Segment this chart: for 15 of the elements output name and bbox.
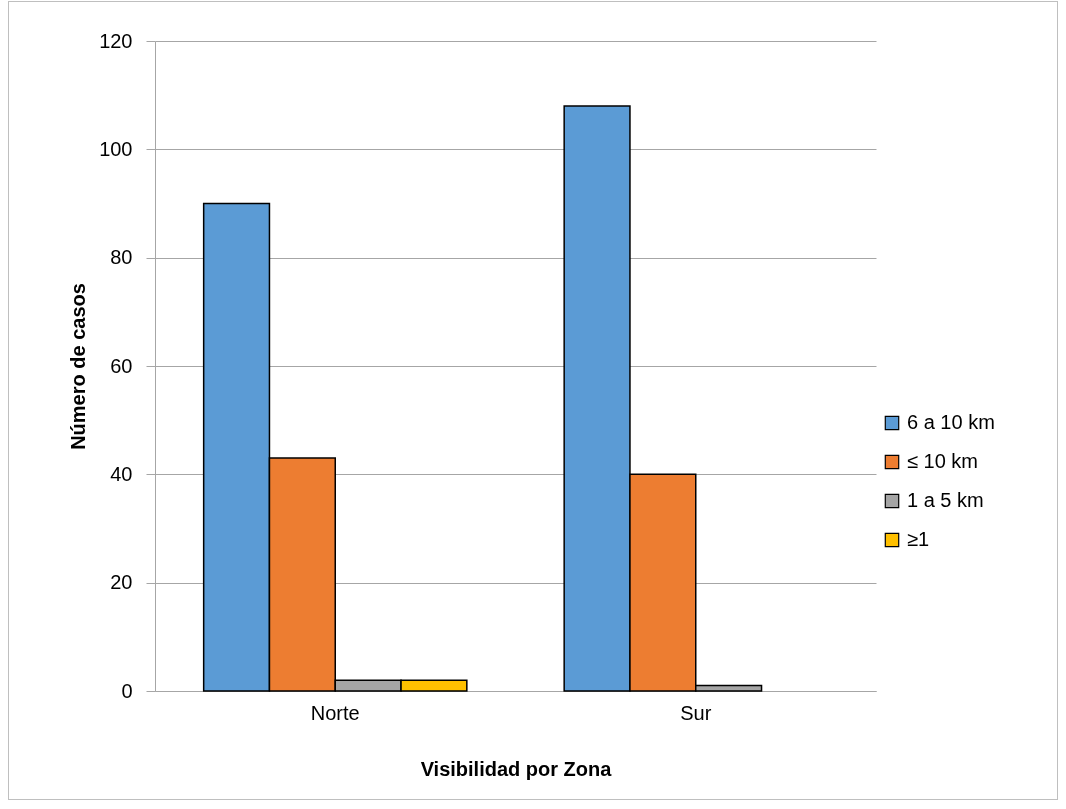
- legend-label: ≤ 10 km: [907, 450, 978, 472]
- y-tick-label: 60: [110, 354, 133, 377]
- legend-label: 1 a 5 km: [907, 489, 984, 511]
- y-tick-label: 80: [110, 246, 133, 269]
- y-tick-label: 120: [99, 29, 133, 52]
- x-tick-label: Norte: [310, 701, 360, 724]
- y-tick-label: 40: [110, 462, 133, 485]
- x-axis-title: Visibilidad por Zona: [420, 757, 613, 780]
- y-tick-label: 0: [121, 679, 133, 702]
- y-tick-label: 100: [99, 137, 133, 160]
- x-tick-label: Sur: [680, 701, 712, 724]
- y-tick-label: 20: [110, 571, 133, 594]
- y-axis-title: Número de casos: [67, 283, 90, 450]
- legend-label: 6 a 10 km: [907, 411, 995, 433]
- legend-label: ≥1: [907, 528, 930, 550]
